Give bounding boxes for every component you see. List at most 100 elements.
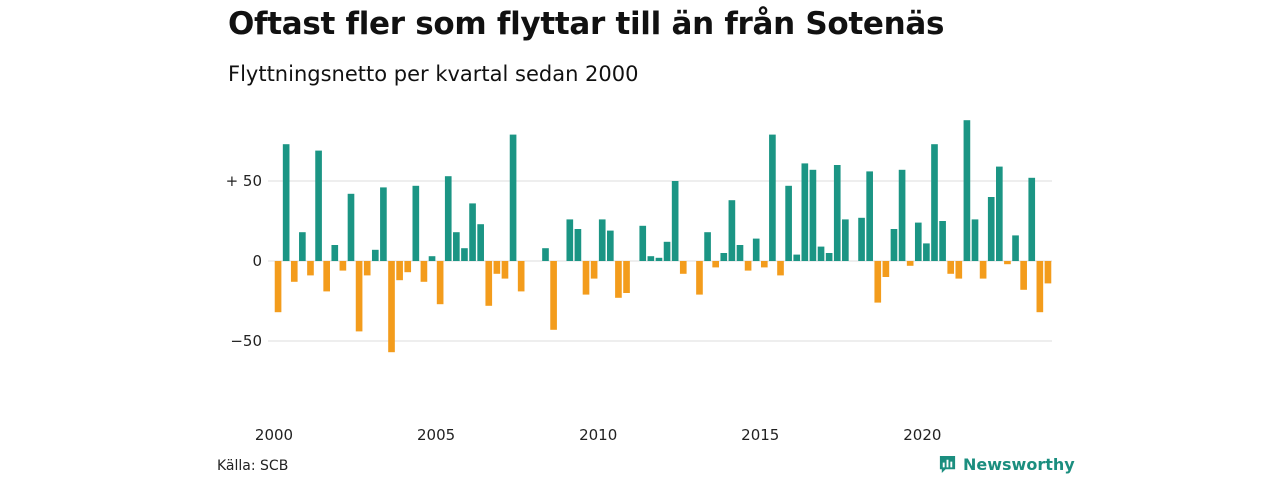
bar	[647, 256, 655, 261]
bar	[282, 144, 290, 261]
brand-name: Newsworthy	[963, 455, 1075, 474]
bar	[655, 257, 663, 261]
bar	[1004, 261, 1011, 265]
bar	[396, 261, 403, 281]
bar	[1036, 261, 1044, 313]
bar	[307, 261, 314, 276]
bar	[550, 261, 557, 330]
bar	[615, 261, 622, 298]
bar	[809, 169, 817, 261]
bar	[955, 261, 963, 279]
bar	[1044, 261, 1052, 284]
bar	[979, 261, 987, 279]
bar	[1028, 177, 1036, 261]
bar	[663, 241, 671, 261]
bar	[728, 200, 736, 261]
bar	[607, 230, 614, 261]
bar	[574, 229, 582, 261]
newsworthy-logo[interactable]: Newsworthy	[938, 455, 1075, 474]
chart-subtitle: Flyttningsnetto per kvartal sedan 2000	[228, 62, 639, 86]
bar	[477, 224, 484, 261]
bar	[947, 261, 955, 274]
bar	[590, 261, 598, 279]
bar	[769, 134, 776, 261]
bar	[290, 261, 298, 282]
bar	[501, 261, 509, 279]
bar	[420, 261, 428, 282]
bar	[712, 261, 719, 268]
bar	[598, 219, 606, 261]
bar	[874, 261, 882, 303]
bar	[939, 221, 946, 261]
bar	[785, 185, 792, 261]
bar	[914, 222, 922, 261]
bar	[736, 245, 744, 261]
bar	[1020, 261, 1027, 290]
bar	[566, 219, 574, 261]
source-note: Källa: SCB	[217, 458, 289, 474]
bar	[671, 181, 679, 261]
bar	[347, 193, 355, 261]
bar	[971, 219, 979, 261]
bar	[428, 256, 436, 261]
bar	[931, 144, 938, 261]
bar	[323, 261, 330, 292]
bar	[388, 261, 395, 353]
y-tick-label: −50	[230, 332, 262, 350]
bar	[752, 238, 760, 261]
bar	[412, 185, 420, 261]
bar	[744, 261, 752, 271]
x-tick-label: 2010	[579, 426, 617, 444]
x-tick-label: 2020	[903, 426, 941, 444]
bar	[623, 261, 630, 293]
bar	[679, 261, 687, 274]
bar	[509, 134, 517, 261]
bar	[906, 261, 914, 266]
bar	[923, 243, 930, 261]
bar	[493, 261, 501, 274]
bar	[485, 261, 493, 306]
bar	[825, 253, 833, 261]
bar	[704, 232, 711, 261]
bar	[639, 225, 647, 261]
bar	[1012, 235, 1019, 261]
x-axis-labels: 2000 2005 2010 2015 2020	[255, 426, 942, 444]
chart-title: Oftast fler som flyttar till än från Sot…	[228, 6, 945, 42]
y-tick-label: 0	[252, 252, 262, 270]
bar	[436, 261, 444, 305]
bar	[817, 246, 825, 261]
y-axis-labels: + 50 0 −50	[226, 172, 262, 350]
bar	[299, 232, 306, 261]
bar	[777, 261, 784, 276]
bar	[582, 261, 590, 295]
bar	[882, 261, 890, 277]
x-tick-label: 2015	[741, 426, 779, 444]
y-tick-label: + 50	[226, 172, 262, 190]
bar	[793, 254, 801, 261]
bar	[469, 203, 476, 261]
bar	[331, 245, 339, 261]
bar	[363, 261, 371, 276]
bar	[380, 187, 387, 261]
bar	[963, 120, 971, 261]
bar	[801, 163, 809, 261]
bar	[404, 261, 412, 273]
bar	[355, 261, 363, 332]
bar	[760, 261, 768, 268]
bar	[858, 217, 865, 261]
bar	[720, 253, 728, 261]
bar	[371, 249, 379, 261]
newsworthy-logo-icon	[939, 455, 956, 474]
bar	[987, 197, 995, 261]
bar	[833, 165, 841, 261]
bars	[274, 120, 1052, 353]
bar	[890, 229, 898, 261]
bar	[866, 171, 873, 261]
bar	[453, 232, 460, 261]
bar	[444, 176, 452, 261]
bar	[842, 219, 849, 261]
bar	[517, 261, 525, 292]
bar	[996, 166, 1003, 261]
bar	[339, 261, 347, 271]
